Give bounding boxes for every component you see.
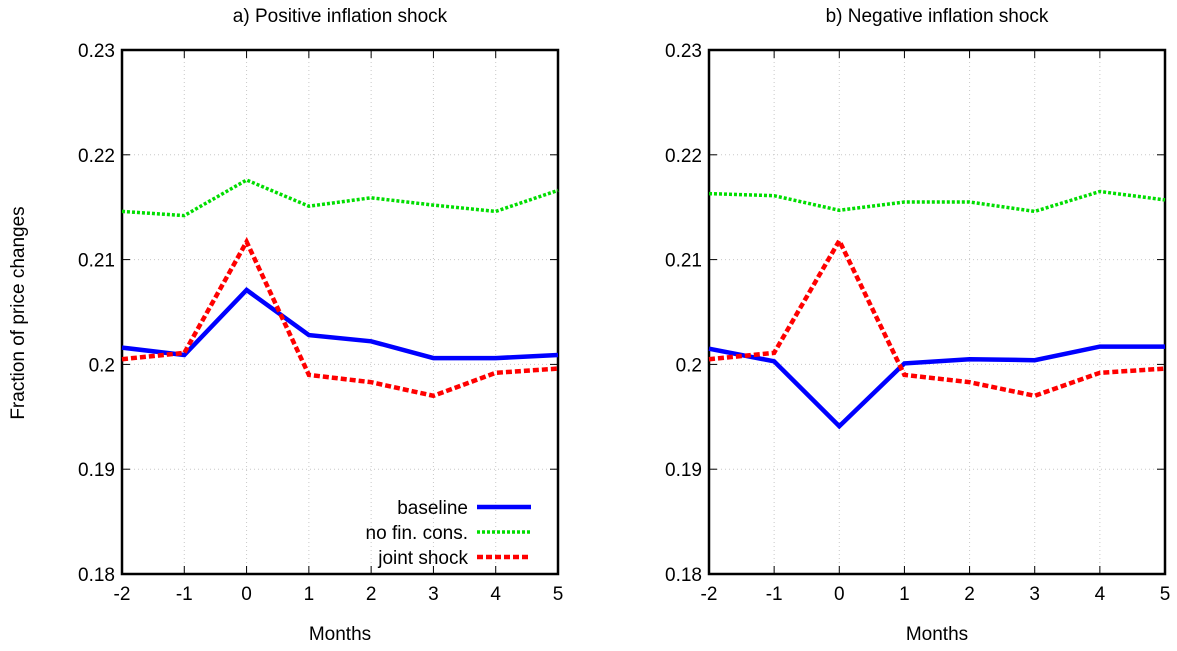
chart-title: b) Negative inflation shock [826, 6, 1049, 27]
y-axis-label: Fraction of price changes [8, 206, 29, 419]
x-tick-label: -2 [114, 584, 131, 605]
y-tick-label: 0.19 [78, 460, 115, 481]
x-tick-label: 5 [553, 584, 564, 605]
x-tick-label: 0 [834, 584, 845, 605]
x-tick-label: -1 [176, 584, 193, 605]
legend-label: baseline [397, 498, 468, 519]
x-tick-label: 3 [428, 584, 439, 605]
y-tick-label: 0.19 [665, 460, 702, 481]
x-axis-label: Months [906, 624, 968, 645]
series-line-no-fin-cons [708, 189, 1166, 214]
x-tick-label: -2 [701, 584, 718, 605]
y-tick-label: 0.23 [665, 41, 702, 62]
x-tick-label: 1 [899, 584, 910, 605]
x-tick-label: -1 [766, 584, 783, 605]
x-tick-label: 2 [964, 584, 975, 605]
legend-label: no fin. cons. [366, 523, 468, 544]
y-tick-label: 0.21 [665, 251, 702, 272]
series-line-joint-shock [121, 236, 559, 399]
y-tick-label: 0.23 [78, 41, 115, 62]
series-line-baseline [708, 344, 1165, 430]
y-tick-label: 0.18 [665, 565, 702, 586]
x-tick-label: 0 [241, 584, 252, 605]
x-tick-label: 4 [490, 584, 501, 605]
x-tick-label: 2 [366, 584, 377, 605]
plot-frame [120, 48, 560, 576]
x-tick-label: 5 [1160, 584, 1171, 605]
y-tick-label: 0.2 [676, 355, 702, 376]
y-tick-label: 0.18 [78, 565, 115, 586]
x-tick-label: 3 [1029, 584, 1040, 605]
plot-frame [707, 48, 1167, 576]
chart-title: a) Positive inflation shock [233, 6, 448, 27]
legend-label: joint shock [377, 548, 468, 569]
y-tick-label: 0.22 [78, 146, 115, 167]
y-tick-label: 0.22 [665, 146, 702, 167]
x-tick-label: 4 [1095, 584, 1106, 605]
x-axis-label: Months [309, 624, 371, 645]
y-tick-label: 0.2 [89, 355, 115, 376]
series-line-joint-shock [708, 235, 1166, 399]
series-line-baseline [121, 287, 559, 361]
x-tick-label: 1 [304, 584, 315, 605]
series-line-no-fin-cons [121, 178, 559, 218]
y-tick-label: 0.21 [78, 251, 115, 272]
